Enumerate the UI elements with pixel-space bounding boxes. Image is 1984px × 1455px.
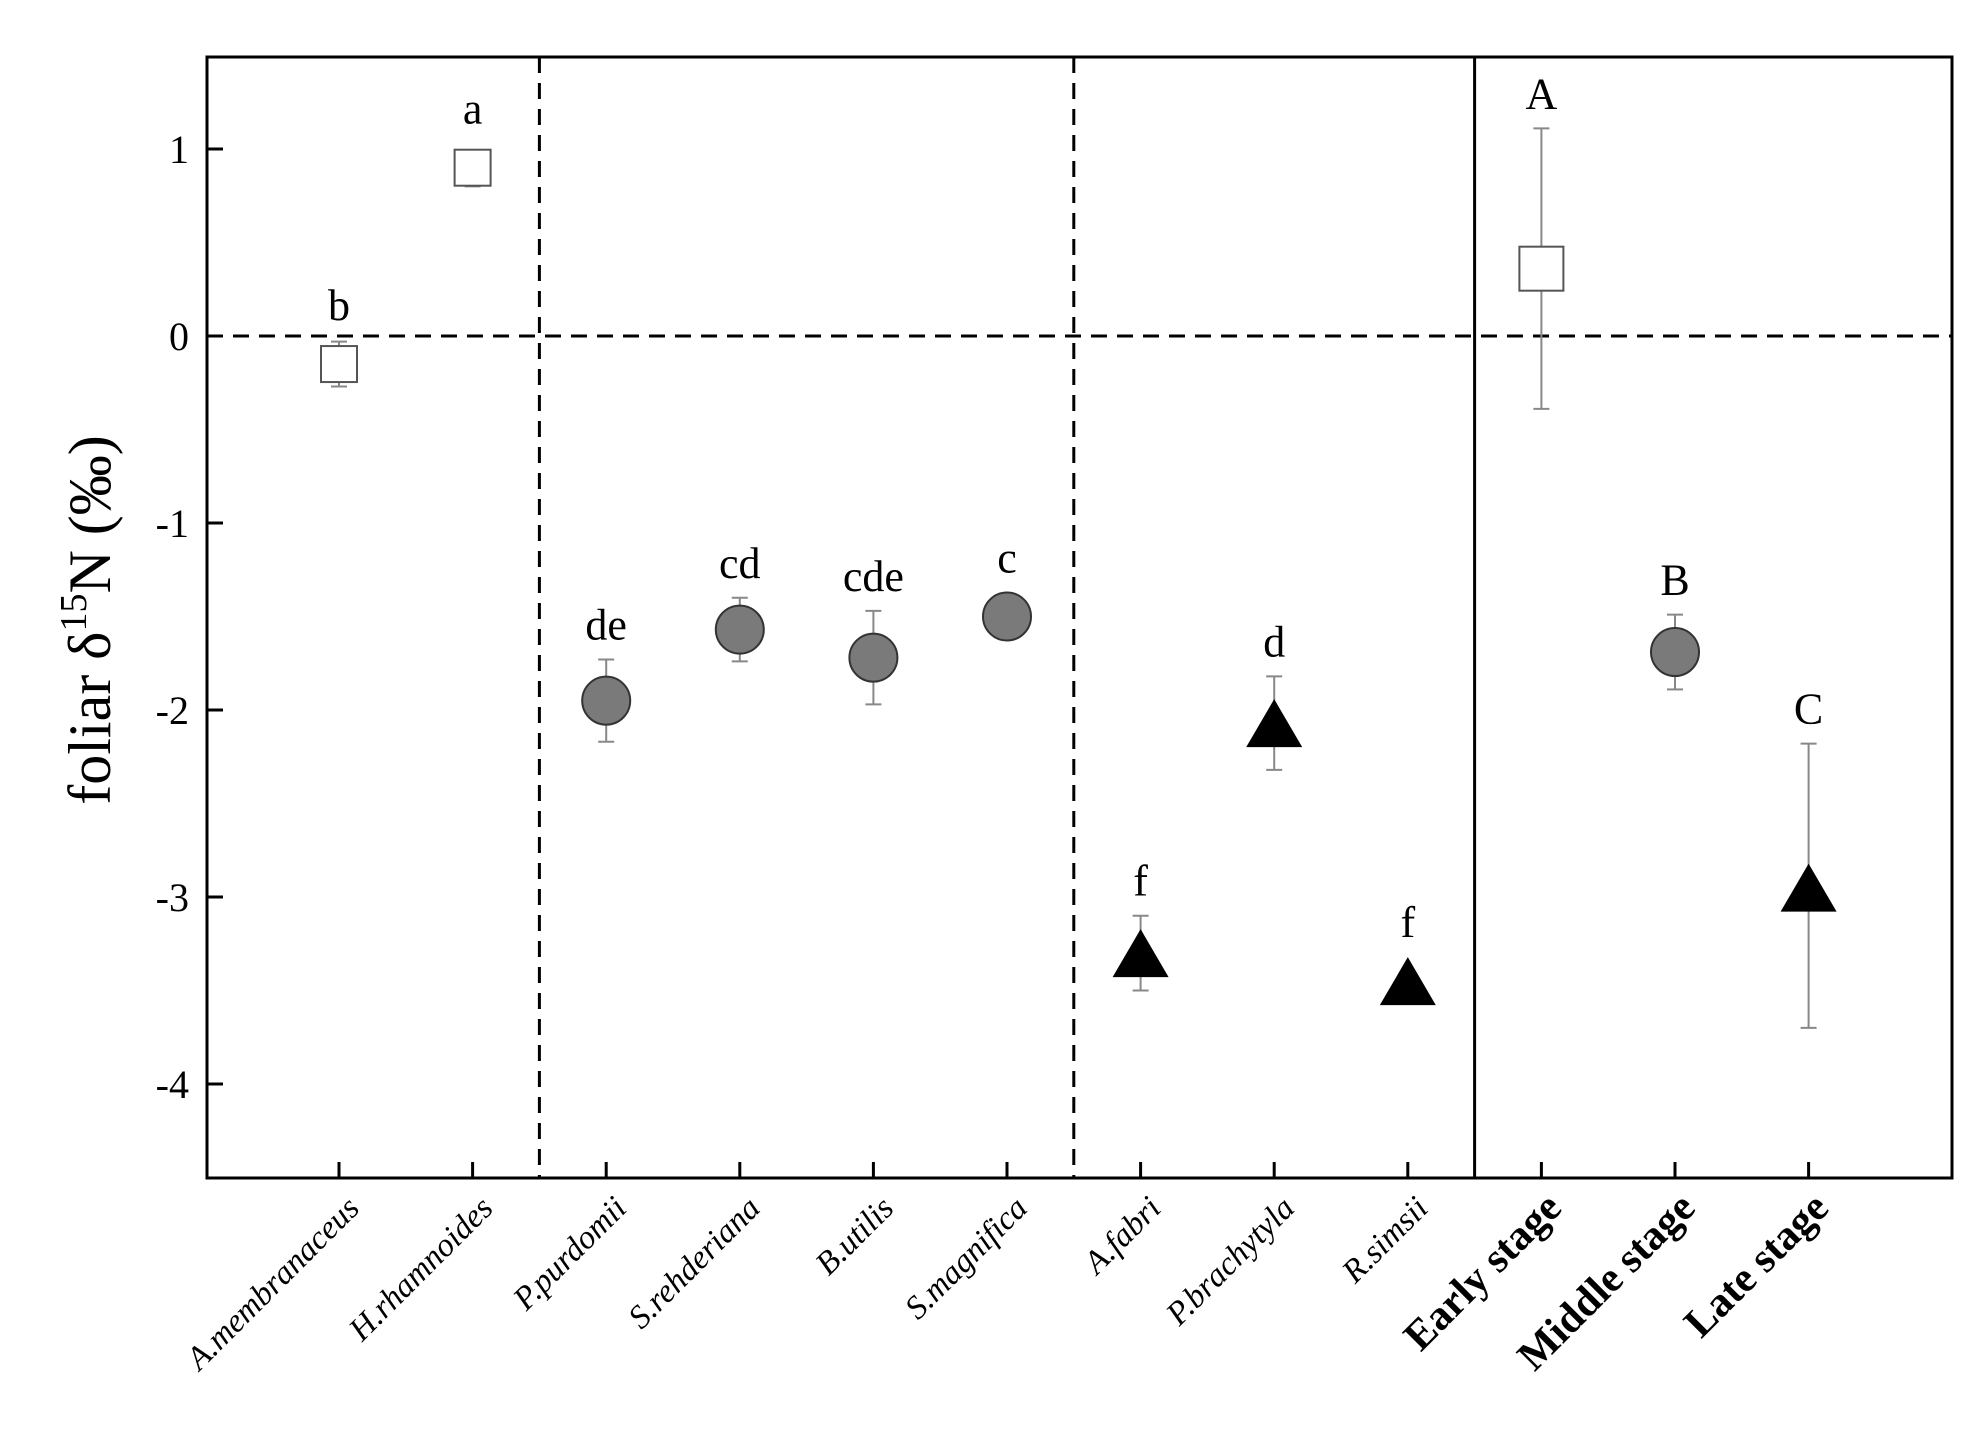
y-tick-label: -4 <box>156 1062 189 1107</box>
y-axis-label-prefix: foliar δ <box>57 632 123 805</box>
x-category-label: H.rhamnoides <box>342 1190 501 1349</box>
significance-letter: c <box>997 534 1017 583</box>
significance-letter: de <box>585 601 627 650</box>
data-point-circle <box>1650 627 1700 678</box>
y-axis-label: foliar δ15N (‰) <box>53 435 123 805</box>
data-point-triangle <box>1379 957 1436 1006</box>
significance-letter: cde <box>843 552 904 601</box>
y-tick-label: -3 <box>156 875 189 920</box>
significance-letter: A <box>1526 69 1558 118</box>
x-category-label: R.simsii <box>1335 1190 1436 1291</box>
significance-letter: cd <box>719 539 761 588</box>
y-axis-label-suffix: N (‰) <box>57 435 123 593</box>
significance-letter: B <box>1660 556 1689 605</box>
x-category-label: A.fabri <box>1076 1190 1168 1282</box>
x-category-label: S.rehderiana <box>622 1190 768 1336</box>
data-point-triangle <box>1112 929 1169 978</box>
significance-letter: a <box>463 85 483 134</box>
y-tick-label: -2 <box>156 688 189 733</box>
significance-letter: f <box>1133 857 1148 906</box>
x-category-label: P.brachytyla <box>1159 1190 1302 1333</box>
plot-frame <box>205 55 1954 1180</box>
data-point-square <box>1518 245 1565 292</box>
y-tick-label: 0 <box>169 314 189 359</box>
data-point-circle <box>581 675 632 726</box>
significance-letter: d <box>1263 617 1285 666</box>
x-category-label: Late stage <box>1676 1185 1838 1347</box>
data-point-triangle <box>1780 863 1837 912</box>
y-axis-label-sup: 15 <box>53 594 95 632</box>
y-tick-label: -1 <box>156 501 189 546</box>
y-tick-label: 1 <box>169 127 189 172</box>
significance-letter: b <box>328 281 350 330</box>
x-category-label: S.magnifica <box>898 1190 1034 1326</box>
data-point-circle <box>848 632 899 683</box>
data-point-square <box>453 148 492 187</box>
data-point-triangle <box>1246 699 1303 748</box>
x-category-label: B.utilis <box>809 1190 901 1282</box>
x-category-label: P.purdomii <box>506 1190 634 1318</box>
x-category-label: A.membranaceus <box>178 1190 366 1378</box>
data-point-square <box>320 345 358 384</box>
data-point-circle <box>982 591 1032 642</box>
significance-letter: f <box>1400 898 1415 947</box>
data-point-circle <box>714 604 765 655</box>
significance-letter: C <box>1794 685 1823 734</box>
